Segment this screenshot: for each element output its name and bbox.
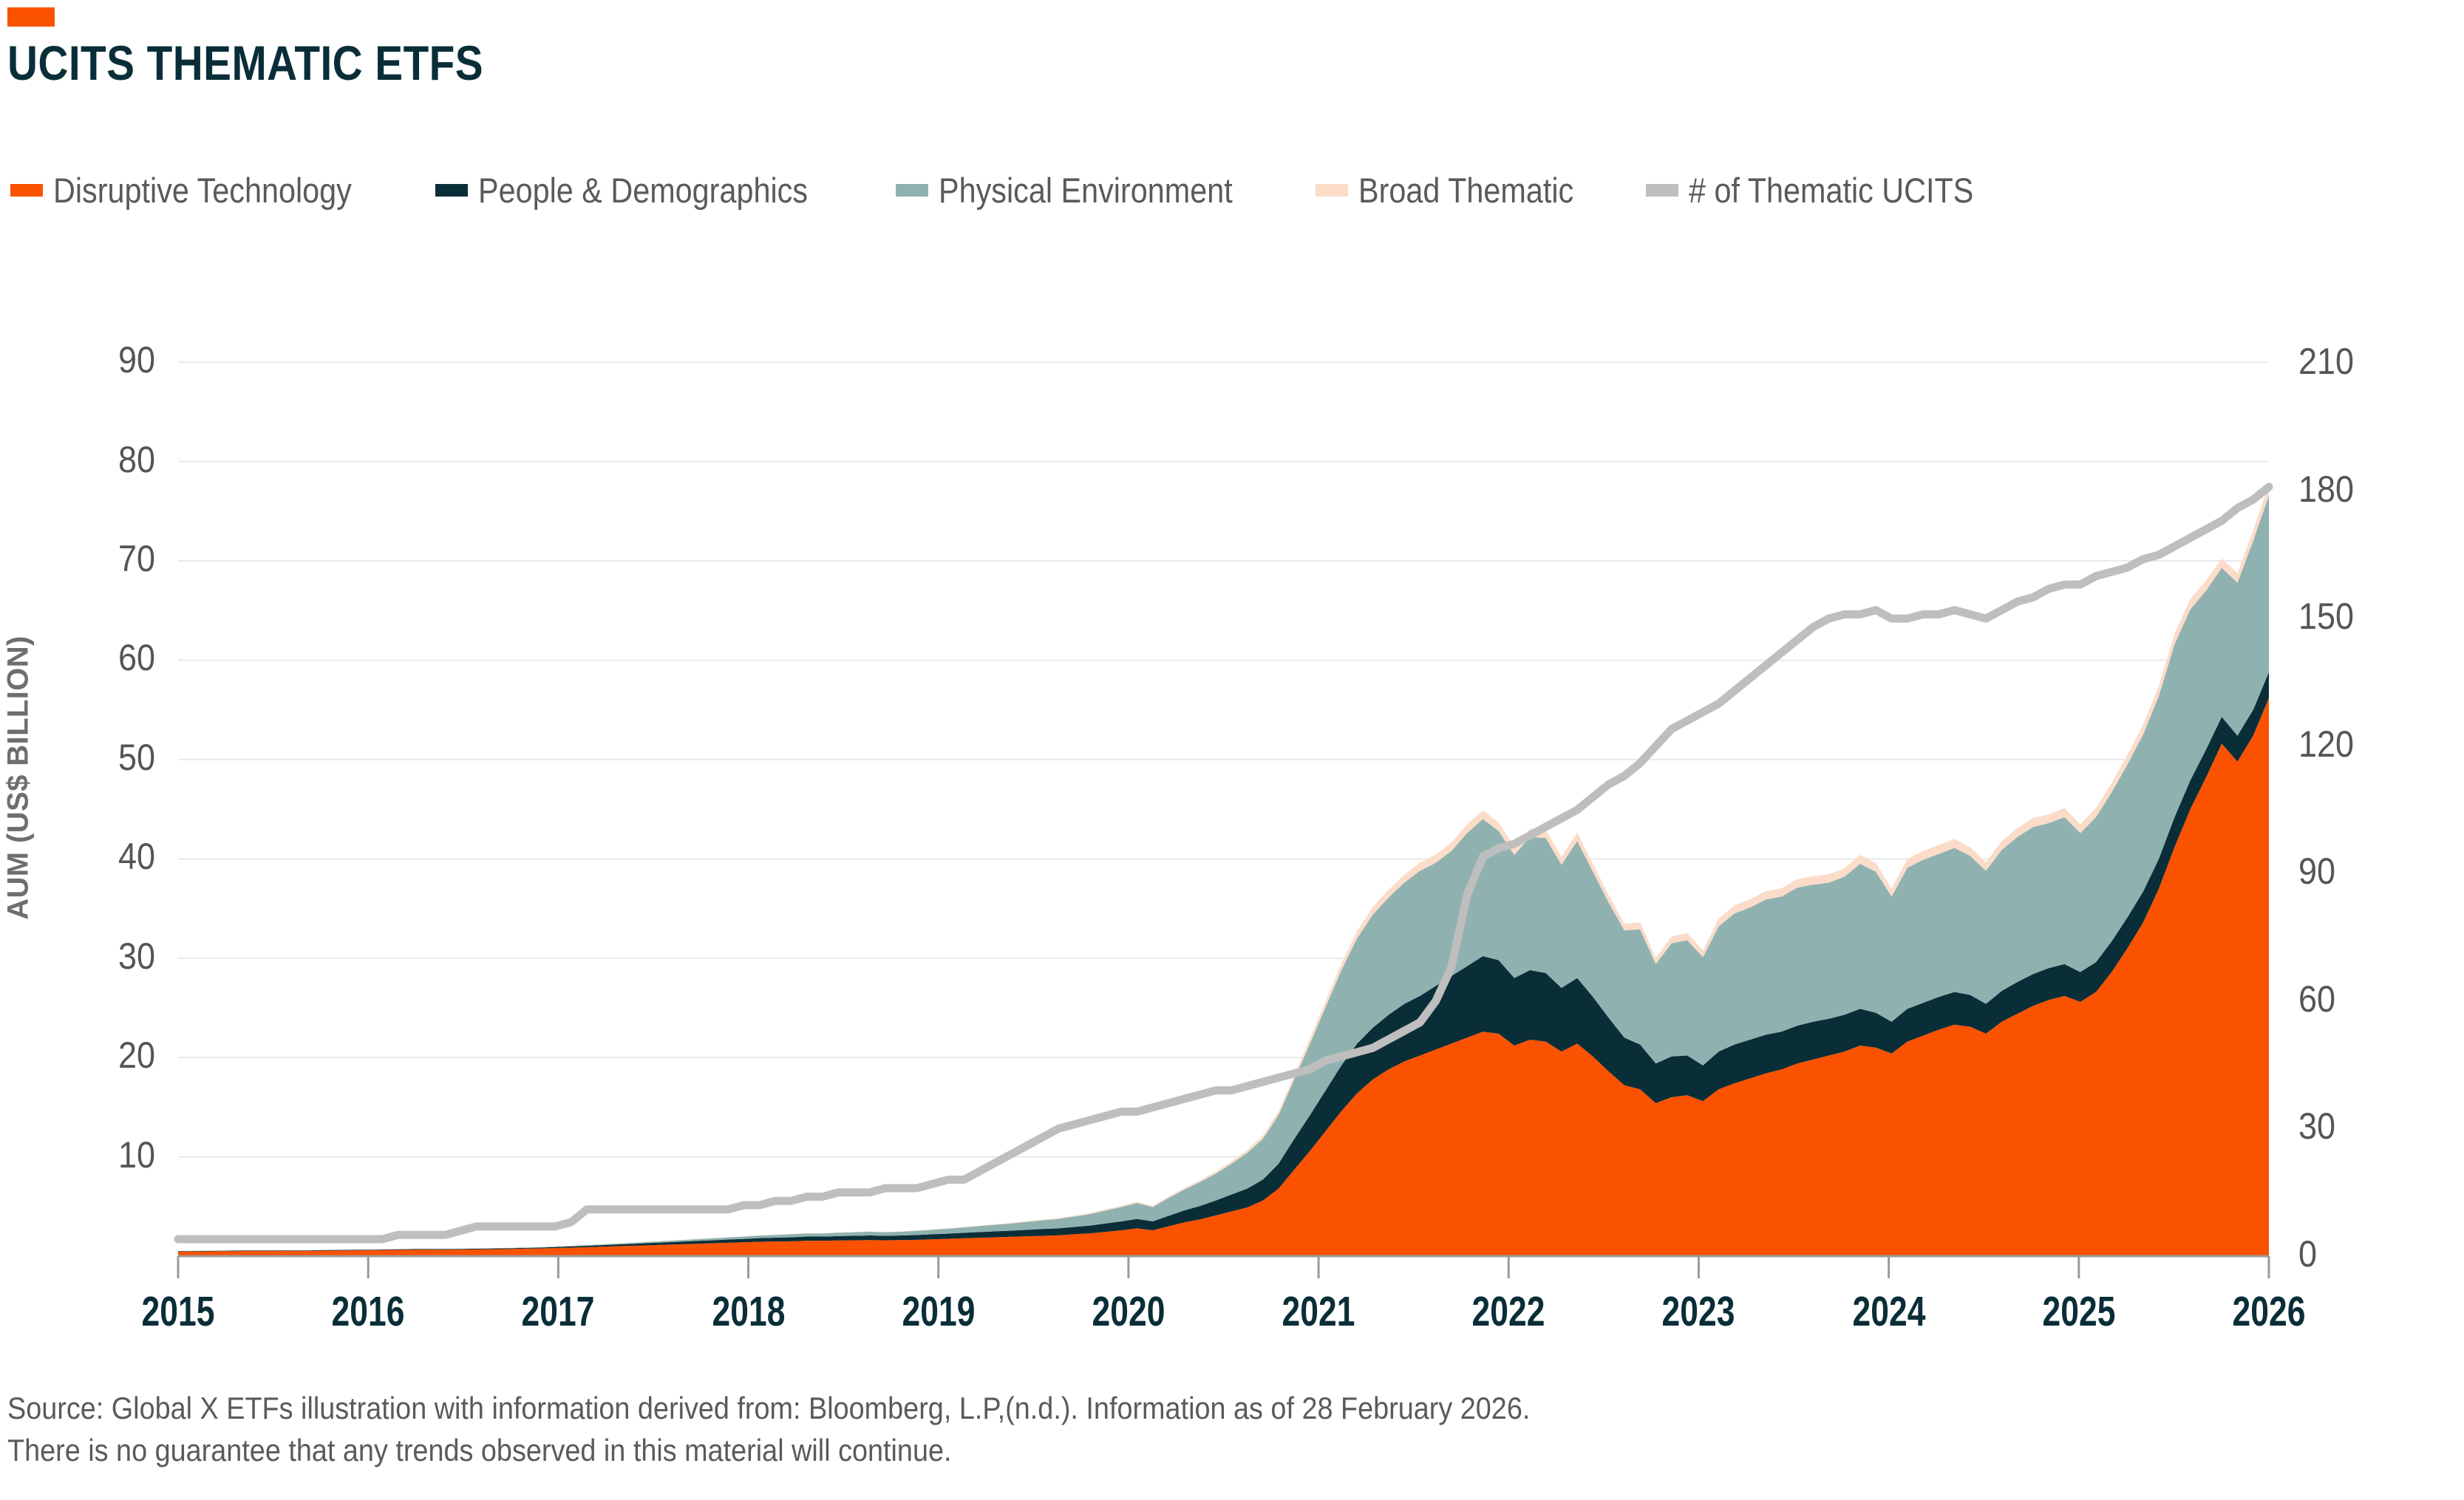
legend-item-disruptive-technology[interactable]: Disruptive Technology [10, 173, 392, 208]
source-footnote: Source: Global X ETFs illustration with … [7, 1388, 1699, 1471]
y-axis-right-tick: 0 [2298, 1233, 2318, 1275]
x-axis-tick: 2018 [712, 1288, 785, 1335]
y-axis-right-tick: 150 [2298, 596, 2355, 638]
legend-swatch-icon [10, 183, 43, 197]
legend-swatch-icon [435, 183, 468, 197]
page-title: UCITS THEMATIC ETFS [7, 35, 484, 90]
y-axis-right-tick: 180 [2298, 468, 2355, 510]
legend-item-people-demographics[interactable]: People & Demographics [435, 173, 853, 208]
x-axis-tick: 2017 [521, 1288, 595, 1335]
y-axis-left-tick: 50 [118, 736, 155, 778]
y-axis-left-tick: 10 [118, 1133, 155, 1176]
legend-item-physical-environment[interactable]: Physical Environment [895, 170, 1273, 210]
legend-label: # of Thematic UCITS [1688, 170, 1974, 210]
chart-legend: Disruptive Technology People & Demograph… [10, 164, 2449, 216]
y-axis-right-tick: 30 [2298, 1105, 2336, 1148]
legend-line-icon [1645, 183, 1678, 197]
footnote-line-1: Source: Global X ETFs illustration with … [7, 1391, 1531, 1425]
legend-item-broad-thematic[interactable]: Broad Thematic [1315, 170, 1603, 210]
legend-label: Disruptive Technology [53, 170, 352, 210]
chart-plot-area: 10 20 30 40 50 60 70 80 90 0 30 60 90 120 150 180 210 201… [0, 244, 2464, 1335]
y-axis-left-tick: 80 [118, 438, 155, 480]
y-axis-left-tick: 70 [118, 538, 155, 580]
x-axis-tick: 2022 [1471, 1288, 1545, 1335]
footnote-line-2: There is no guarantee that any trends ob… [7, 1432, 952, 1467]
x-axis-tick: 2023 [1661, 1288, 1735, 1335]
y-axis-right-tick: 120 [2298, 723, 2355, 765]
y-axis-left-tick: 60 [118, 637, 155, 679]
x-axis-tick: 2019 [902, 1288, 976, 1335]
x-axis-tick: 2024 [1852, 1288, 1926, 1335]
y-axis-right-tick: 90 [2298, 850, 2336, 893]
x-axis-tick: 2016 [331, 1288, 405, 1335]
y-axis-right-tick: 60 [2298, 978, 2336, 1020]
chart-canvas [174, 361, 2273, 1278]
legend-label: Broad Thematic [1358, 170, 1573, 210]
y-axis-right-tick: 210 [2298, 341, 2355, 383]
x-axis-tick: 2021 [1282, 1288, 1355, 1335]
x-axis-tick: 2015 [141, 1288, 215, 1335]
y-axis-left-tick: 30 [118, 935, 155, 977]
legend-swatch-icon [895, 183, 928, 197]
legend-label: Physical Environment [938, 170, 1233, 210]
x-axis-tick: 2020 [1092, 1288, 1165, 1335]
y-axis-left-tick: 40 [118, 836, 155, 878]
x-axis-tick: 2025 [2042, 1288, 2116, 1335]
y-axis-left-tick: 90 [118, 339, 155, 381]
brand-accent-bar [7, 7, 55, 27]
x-axis-tick: 2026 [2232, 1288, 2306, 1335]
legend-label: People & Demographics [477, 170, 808, 210]
legend-item-number-of-thematic-ucits[interactable]: # of Thematic UCITS [1645, 170, 2012, 210]
y-axis-left-tick: 20 [118, 1034, 155, 1077]
y-axis-left-title: AUM (US$ BILLION) [1, 635, 35, 920]
legend-swatch-icon [1315, 183, 1348, 197]
